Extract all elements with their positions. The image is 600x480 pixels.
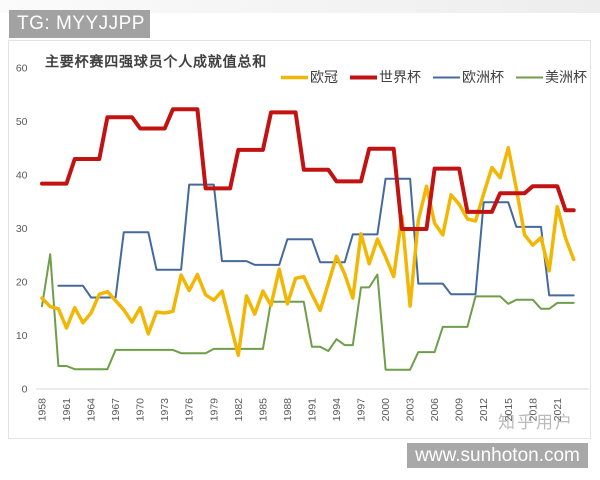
svg-text:1991: 1991	[306, 398, 318, 422]
svg-text:2000: 2000	[380, 398, 392, 422]
svg-text:1961: 1961	[61, 398, 73, 422]
svg-text:60: 60	[16, 63, 28, 75]
svg-text:1973: 1973	[159, 398, 171, 422]
svg-text:40: 40	[16, 170, 28, 182]
svg-text:2018: 2018	[527, 398, 539, 422]
svg-text:1976: 1976	[184, 398, 196, 422]
svg-text:美洲杯: 美洲杯	[545, 69, 587, 85]
svg-text:1964: 1964	[86, 398, 98, 422]
svg-text:2003: 2003	[405, 398, 417, 422]
svg-text:1988: 1988	[282, 398, 294, 422]
svg-text:1958: 1958	[37, 398, 49, 422]
svg-text:20: 20	[16, 277, 28, 289]
svg-text:世界杯: 世界杯	[379, 69, 421, 85]
svg-text:1994: 1994	[331, 398, 343, 422]
svg-text:1979: 1979	[208, 398, 220, 422]
svg-text:1982: 1982	[233, 398, 245, 422]
svg-text:1970: 1970	[135, 398, 147, 422]
svg-text:主要杯赛四强球员个人成就值总和: 主要杯赛四强球员个人成就值总和	[45, 54, 267, 70]
svg-text:1997: 1997	[356, 398, 368, 422]
svg-text:2009: 2009	[454, 398, 466, 422]
svg-text:2012: 2012	[478, 398, 490, 422]
svg-text:2015: 2015	[503, 398, 515, 422]
svg-text:1985: 1985	[257, 398, 269, 422]
svg-text:欧冠: 欧冠	[310, 69, 338, 85]
svg-text:1967: 1967	[110, 398, 122, 422]
svg-text:50: 50	[16, 116, 28, 128]
svg-text:30: 30	[16, 223, 28, 235]
svg-text:2006: 2006	[429, 398, 441, 422]
svg-text:0: 0	[22, 384, 28, 396]
svg-text:欧洲杯: 欧洲杯	[462, 69, 504, 85]
svg-text:2021: 2021	[552, 398, 564, 422]
svg-text:10: 10	[16, 330, 28, 342]
